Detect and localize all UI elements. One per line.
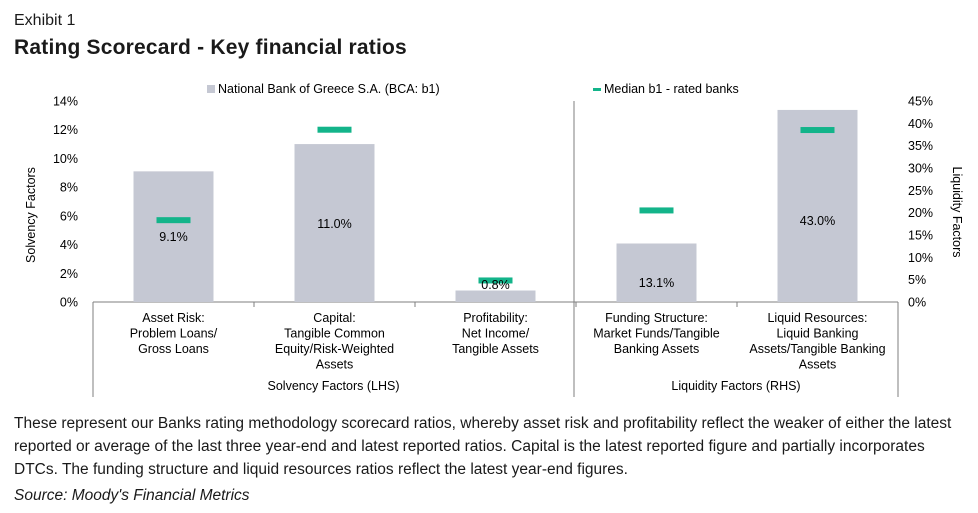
left-tick-label: 0% <box>60 296 78 310</box>
bars <box>133 109 858 302</box>
right-tick-label: 15% <box>908 229 933 243</box>
right-tick-label: 5% <box>908 273 926 287</box>
right-tick-label: 40% <box>908 117 933 131</box>
right-tick-label: 45% <box>908 95 933 109</box>
right-tick-label: 10% <box>908 251 933 265</box>
chart-title: Rating Scorecard - Key financial ratios <box>14 36 407 59</box>
category-label: Capital: Tangible Common Equity/Risk-Weigh… <box>275 311 394 372</box>
footnote: These represent our Banks rating methodo… <box>14 415 952 478</box>
value-label: 0.8% <box>481 278 510 292</box>
legend-bank-swatch <box>207 85 215 93</box>
legend-median-label: Median b1 - rated banks <box>604 82 739 96</box>
value-labels: 9.1% 11.0% 0.8% 13.1% 43.0% <box>159 214 835 292</box>
category-label: Liquid Resources: Liquid Banking Assets/Ta… <box>749 311 885 372</box>
bar <box>133 171 214 302</box>
group-label: Liquidity Factors (RHS) <box>671 379 800 393</box>
source-note: Source: Moody's Financial Metrics <box>14 487 250 504</box>
right-tick-label: 30% <box>908 162 933 176</box>
value-label: 9.1% <box>159 230 188 244</box>
category-label: Profitability: Net Income/Tangible Assets <box>452 311 539 356</box>
left-axis-ticks: 0% 2% 4% 6% 8% 10% 12% 14% <box>53 95 78 310</box>
median-marker <box>639 207 674 214</box>
category-label: Asset Risk: Problem Loans/Gross Loans <box>130 311 218 356</box>
right-tick-label: 20% <box>908 206 933 220</box>
bar <box>455 290 536 302</box>
median-marker <box>800 127 835 134</box>
exhibit-label: Exhibit 1 <box>14 12 76 29</box>
median-markers <box>156 126 835 284</box>
left-tick-label: 10% <box>53 152 78 166</box>
category-labels: Asset Risk: Problem Loans/Gross Loans Capi… <box>130 311 886 372</box>
legend: National Bank of Greece S.A. (BCA: b1) M… <box>207 82 739 96</box>
median-marker <box>156 217 191 224</box>
legend-bank-label: National Bank of Greece S.A. (BCA: b1) <box>218 82 440 96</box>
right-tick-label: 0% <box>908 296 926 310</box>
left-tick-label: 14% <box>53 95 78 109</box>
left-tick-label: 6% <box>60 209 78 223</box>
group-label: Solvency Factors (LHS) <box>268 379 400 393</box>
right-axis-ticks: 0% 5% 10% 15% 20% 25% 30% 35% 40% 45% <box>908 95 933 310</box>
left-axis-label: Solvency Factors <box>24 167 38 263</box>
value-label: 11.0% <box>317 217 352 231</box>
legend-median-swatch <box>593 88 601 91</box>
median-marker <box>478 277 513 284</box>
left-tick-label: 12% <box>53 123 78 137</box>
value-label: 43.0% <box>800 214 835 228</box>
bar <box>616 243 697 302</box>
bar <box>777 109 858 302</box>
category-label: Funding Structure: Market Funds/Tangible B… <box>593 311 720 356</box>
left-tick-label: 4% <box>60 238 78 252</box>
group-labels: Solvency Factors (LHS) Liquidity Factors … <box>268 379 801 393</box>
bar <box>294 144 375 302</box>
value-label: 13.1% <box>639 276 674 290</box>
left-tick-label: 8% <box>60 181 78 195</box>
left-tick-label: 2% <box>60 267 78 281</box>
right-axis-label: Liquidity Factors <box>950 166 964 257</box>
right-tick-label: 25% <box>908 184 933 198</box>
chart-area: National Bank of Greece S.A. (BCA: b1) M… <box>24 82 964 397</box>
right-tick-label: 35% <box>908 139 933 153</box>
median-marker <box>317 126 352 133</box>
